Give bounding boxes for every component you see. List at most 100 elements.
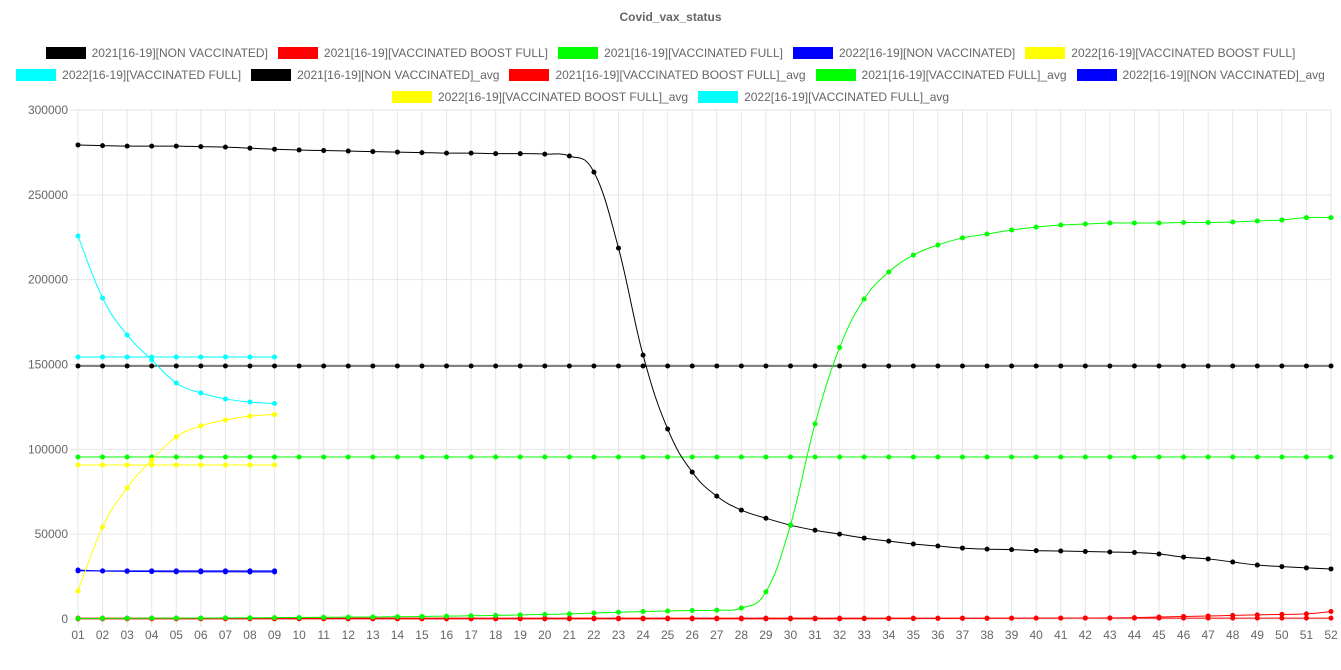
- legend-item[interactable]: 2021[16-19][VACCINATED FULL]_avg: [815, 68, 1067, 82]
- legend-item[interactable]: 2022[16-19][NON VACCINATED]_avg: [1076, 68, 1325, 82]
- data-point: [1181, 363, 1187, 369]
- data-point: [763, 363, 769, 369]
- data-point: [444, 613, 450, 619]
- data-point: [984, 231, 990, 237]
- legend-item[interactable]: 2022[16-19][VACCINATED FULL]_avg: [698, 90, 949, 104]
- legend-swatch: [45, 47, 86, 59]
- x-tick-label: 16: [440, 628, 454, 642]
- x-tick-label: 21: [563, 628, 577, 642]
- legend-label: 2022[16-19][VACCINATED FULL]: [62, 68, 242, 82]
- legend-swatch: [277, 47, 318, 59]
- data-point: [272, 569, 278, 575]
- data-point: [1303, 363, 1309, 369]
- data-point: [959, 363, 965, 369]
- data-point: [75, 354, 81, 360]
- x-tick-label: 48: [1226, 628, 1240, 642]
- x-tick-label: 32: [833, 628, 847, 642]
- x-tick-label: 46: [1177, 628, 1191, 642]
- data-point: [787, 454, 793, 460]
- data-point: [886, 363, 892, 369]
- data-point: [861, 296, 867, 302]
- data-point: [542, 611, 548, 617]
- legend-swatch: [698, 91, 739, 103]
- legend-item[interactable]: 2022[16-19][VACCINATED FULL]: [16, 68, 241, 82]
- data-point: [1279, 363, 1285, 369]
- x-tick-label: 47: [1201, 628, 1215, 642]
- data-point: [886, 616, 892, 622]
- data-point: [886, 538, 892, 544]
- data-point: [616, 454, 622, 460]
- data-point: [665, 426, 671, 432]
- data-point: [738, 605, 744, 611]
- legend-item[interactable]: 2021[16-19][VACCINATED BOOST FULL]: [277, 46, 548, 60]
- data-point: [1009, 454, 1015, 460]
- y-tick-label: 100000: [28, 442, 68, 456]
- legend-row: 2022[16-19][VACCINATED FULL] 2021[16-19][…: [0, 64, 1341, 86]
- data-point: [100, 462, 106, 468]
- data-point: [272, 363, 278, 369]
- data-point: [1254, 562, 1260, 568]
- data-point: [1328, 566, 1334, 572]
- data-point: [124, 615, 130, 621]
- data-point: [345, 363, 351, 369]
- data-point: [296, 147, 302, 153]
- data-point: [1131, 220, 1137, 226]
- legend-label: 2021[16-19][VACCINATED FULL]: [604, 46, 783, 60]
- data-point: [1230, 612, 1236, 618]
- data-point: [75, 233, 81, 239]
- y-tick-label: 150000: [28, 358, 68, 372]
- legend-item[interactable]: 2021[16-19][VACCINATED BOOST FULL]_avg: [509, 68, 806, 82]
- data-point: [124, 143, 130, 149]
- legend-item[interactable]: 2021[16-19][NON VACCINATED]: [45, 46, 268, 60]
- data-point: [542, 616, 548, 622]
- data-point: [272, 615, 278, 621]
- data-point: [1205, 219, 1211, 225]
- data-point: [763, 515, 769, 521]
- data-point: [1156, 363, 1162, 369]
- data-point: [222, 462, 228, 468]
- y-tick-label: 50000: [35, 527, 69, 541]
- legend-item[interactable]: 2022[16-19][NON VACCINATED]: [792, 46, 1015, 60]
- data-point: [394, 149, 400, 155]
- legend-item[interactable]: 2021[16-19][VACCINATED FULL]: [558, 46, 783, 60]
- data-point: [222, 615, 228, 621]
- legend-swatch: [16, 69, 57, 81]
- data-point: [296, 454, 302, 460]
- legend-item[interactable]: 2022[16-19][VACCINATED BOOST FULL]: [1025, 46, 1295, 60]
- data-point: [247, 399, 253, 405]
- data-point: [419, 454, 425, 460]
- data-point: [935, 454, 941, 460]
- data-point: [566, 153, 572, 159]
- y-tick-label: 200000: [28, 273, 68, 287]
- data-point: [1254, 454, 1260, 460]
- data-point: [198, 354, 204, 360]
- legend-item[interactable]: 2022[16-19][VACCINATED BOOST FULL]_avg: [391, 90, 688, 104]
- data-point: [247, 413, 253, 419]
- data-point: [100, 354, 106, 360]
- data-point: [222, 454, 228, 460]
- legend-swatch: [509, 69, 550, 81]
- data-point: [222, 396, 228, 402]
- x-tick-label: 35: [907, 628, 921, 642]
- data-point: [566, 611, 572, 617]
- data-point: [812, 616, 818, 622]
- data-point: [124, 454, 130, 460]
- data-point: [370, 614, 376, 620]
- data-point: [959, 235, 965, 241]
- data-point: [419, 613, 425, 619]
- data-point: [370, 363, 376, 369]
- data-point: [984, 454, 990, 460]
- data-point: [517, 454, 523, 460]
- x-tick-label: 25: [661, 628, 675, 642]
- data-point: [247, 462, 253, 468]
- data-point: [542, 151, 548, 157]
- data-point: [984, 546, 990, 552]
- legend-swatch: [792, 47, 833, 59]
- data-point: [517, 612, 523, 618]
- legend: 2021[16-19][NON VACCINATED] 2021[16-19][V…: [0, 42, 1341, 108]
- data-point: [1082, 221, 1088, 227]
- data-point: [124, 485, 130, 491]
- x-tick-label: 50: [1275, 628, 1289, 642]
- data-point: [394, 614, 400, 620]
- legend-item[interactable]: 2021[16-19][NON VACCINATED]_avg: [251, 68, 499, 82]
